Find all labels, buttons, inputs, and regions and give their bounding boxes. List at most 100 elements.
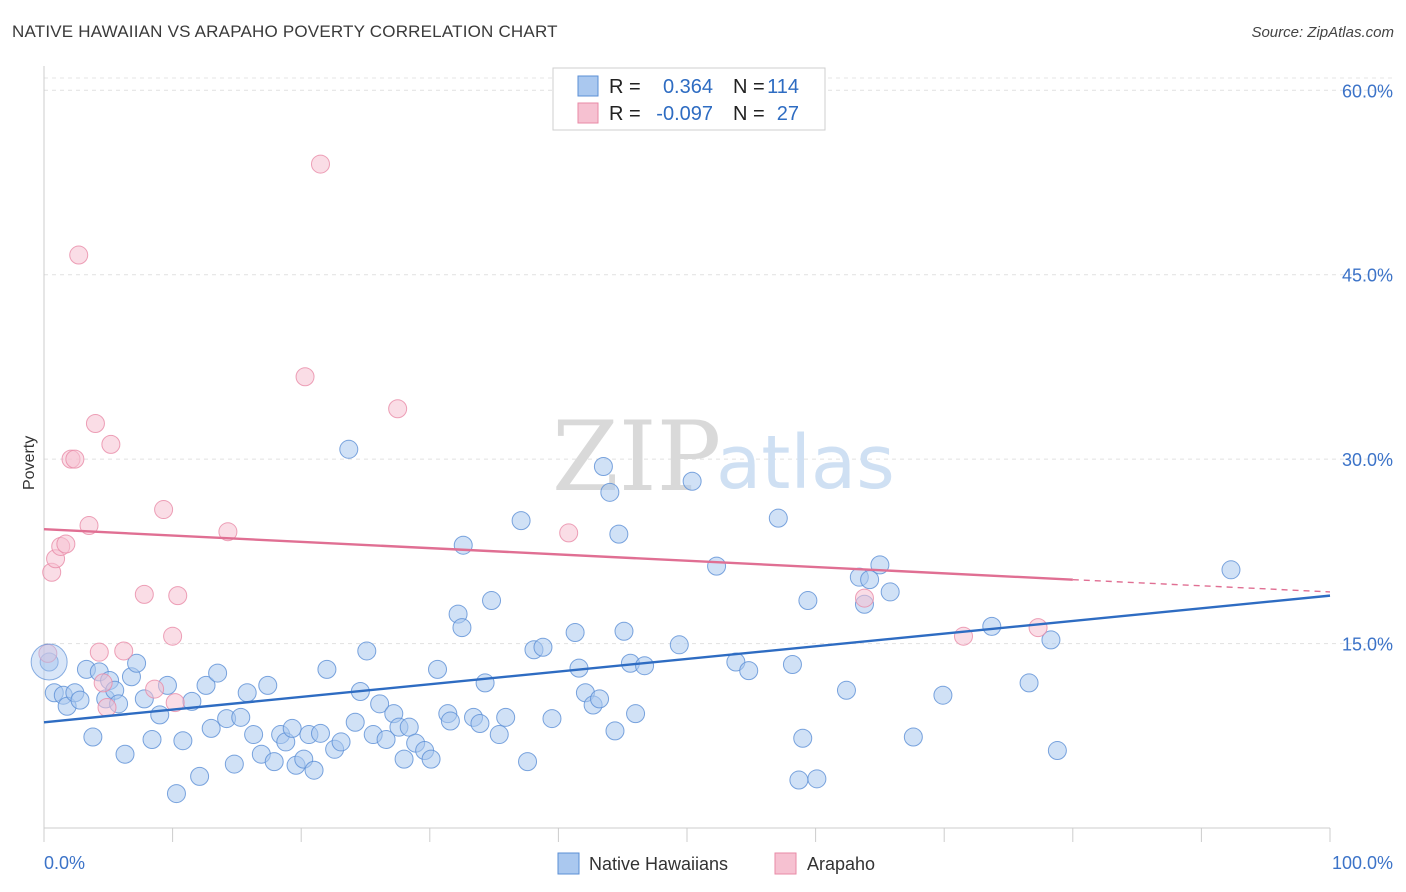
scatter-point	[127, 653, 147, 673]
scatter-point	[428, 659, 448, 679]
scatter-point	[669, 635, 689, 655]
trend-line-0	[43, 594, 1331, 724]
scatter-point	[798, 591, 818, 611]
scatter-point	[115, 744, 135, 764]
scatter-point	[903, 727, 923, 747]
legend-n-value-0: 114	[767, 76, 799, 98]
scatter-point	[1028, 618, 1048, 638]
legend-r-label-0: R =	[609, 76, 641, 98]
scatter-point	[782, 654, 802, 674]
scatter-point	[590, 689, 610, 709]
y-tick-label: 45.0%	[1342, 266, 1393, 286]
scatter-point	[201, 718, 221, 738]
scatter-point	[789, 770, 809, 790]
legend-r-label-1: R =	[609, 103, 641, 125]
y-tick-label: 30.0%	[1342, 450, 1393, 470]
scatter-point	[357, 641, 377, 661]
legend-n-value-1: 27	[777, 103, 799, 125]
scatter-point	[399, 717, 419, 737]
scatter-point	[470, 713, 490, 733]
scatter-point	[559, 523, 579, 543]
scatter-point	[85, 413, 105, 433]
scatter-point	[452, 618, 472, 638]
legend-bottom: Native Hawaiians Arapaho	[557, 852, 875, 875]
legend-top: R = 0.364 N = 114 R = -0.097 N = 27	[552, 67, 826, 131]
scatter-point	[496, 707, 516, 727]
scatter-point	[218, 522, 238, 542]
scatter-point	[196, 675, 216, 695]
scatter-point	[166, 784, 186, 804]
scatter-point	[739, 661, 759, 681]
scatter-point	[453, 535, 473, 555]
scatter-point	[264, 752, 284, 772]
chart-title: NATIVE HAWAIIAN VS ARAPAHO POVERTY CORRE…	[12, 22, 558, 41]
scatter-point	[83, 727, 103, 747]
scatter-point	[518, 752, 538, 772]
scatter-point	[154, 500, 174, 520]
watermark-zip: ZIP	[552, 401, 721, 513]
scatter-point	[1221, 560, 1241, 580]
axes	[43, 66, 1331, 842]
scatter-point	[331, 732, 351, 752]
scatter-point	[56, 534, 76, 554]
scatter-point	[609, 524, 629, 544]
scatter-point	[1047, 741, 1067, 761]
y-tick-label: 15.0%	[1342, 635, 1393, 655]
scatter-point	[163, 626, 183, 646]
legend-bottom-label-native-hawaiians: Native Hawaiians	[589, 854, 728, 874]
scatter-point	[173, 731, 193, 751]
scatter-point	[190, 766, 210, 786]
scatter-point	[854, 588, 874, 608]
scatter-point	[682, 471, 702, 491]
watermark-atlas: atlas	[716, 420, 895, 506]
legend-swatch-native-hawaiians	[577, 75, 599, 97]
scatter-point	[224, 754, 244, 774]
scatter-point	[626, 704, 646, 724]
scatter-point	[150, 705, 170, 725]
scatter-point	[440, 711, 460, 731]
scatter-point	[565, 623, 585, 643]
chart-source: Source: ZipAtlas.com	[1251, 24, 1394, 41]
scatter-point	[244, 725, 264, 745]
scatter-point	[70, 690, 90, 710]
scatter-point	[707, 556, 727, 576]
scatter-point	[542, 709, 562, 729]
trend-line-1	[43, 528, 1073, 581]
legend-r-value-0: 0.364	[663, 76, 713, 98]
y-axis-label: Poverty	[21, 436, 38, 490]
legend-bottom-swatch-native-hawaiians	[557, 852, 580, 875]
scatter-point	[258, 675, 278, 695]
x-tick-label-min: 0.0%	[44, 853, 85, 873]
scatter-point	[421, 749, 441, 769]
scatter-point	[593, 457, 613, 477]
scatter-point	[489, 725, 509, 745]
scatter-point	[982, 616, 1002, 636]
scatter-point	[114, 641, 134, 661]
scatter-point	[475, 673, 495, 693]
scatter-point	[134, 584, 154, 604]
watermark: ZIP atlas	[552, 401, 895, 513]
trend-line-extension-1	[1072, 578, 1331, 593]
legend-n-label-1: N =	[733, 103, 765, 125]
scatter-point	[533, 637, 553, 657]
scatter-point	[394, 749, 414, 769]
scatter-point	[69, 245, 89, 265]
x-tick-label-max: 100.0%	[1332, 853, 1393, 873]
scatter-point	[933, 685, 953, 705]
scatter-point	[101, 434, 121, 454]
scatter-point	[97, 698, 117, 718]
scatter-point	[310, 154, 330, 174]
scatter-point	[310, 723, 330, 743]
trend-layer	[43, 528, 1331, 724]
scatter-point	[145, 679, 165, 699]
scatter-point	[600, 482, 620, 502]
scatter-point-large	[30, 643, 68, 681]
scatter-point	[237, 683, 257, 703]
scatter-point	[168, 586, 188, 606]
scatter-point	[376, 729, 396, 749]
scatter-point	[208, 663, 228, 683]
scatter-point	[370, 694, 390, 714]
scatter-point	[482, 591, 502, 611]
legend-bottom-swatch-arapaho	[774, 852, 797, 875]
